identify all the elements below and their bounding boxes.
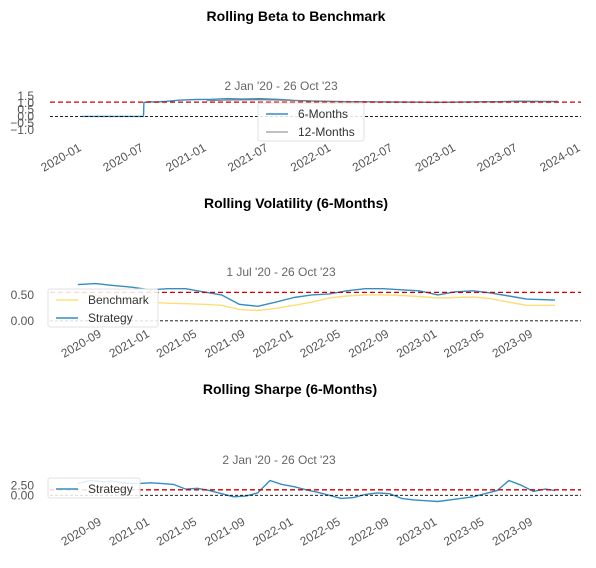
chart-subtitle: 2 Jan '20 - 26 Oct '23 bbox=[222, 453, 336, 467]
x-tick-label: 2022-01 bbox=[288, 140, 333, 174]
series-line-strategy bbox=[77, 479, 556, 503]
x-tick-label: 2022-05 bbox=[298, 514, 343, 548]
legend-label: Strategy bbox=[88, 311, 133, 325]
x-tick-label: 2023-05 bbox=[441, 326, 486, 360]
x-tick-label: 2022-07 bbox=[350, 140, 395, 174]
x-tick-label: 2022-09 bbox=[346, 514, 391, 548]
chart-title: Rolling Sharpe (6-Months) bbox=[203, 381, 377, 397]
chart-legend: 6-Months 12-Months bbox=[257, 102, 365, 142]
rolling-sharpe-chart: Rolling Sharpe (6-Months) 2 Jan '20 - 26… bbox=[11, 381, 581, 549]
chart-subtitle: 2 Jan '20 - 26 Oct '23 bbox=[224, 79, 338, 93]
y-tick-label: 1.5 bbox=[17, 89, 34, 103]
legend-label: 12-Months bbox=[298, 125, 355, 139]
x-tick-label: 2022-09 bbox=[346, 326, 391, 360]
x-tick-label: 2022-01 bbox=[250, 514, 295, 548]
x-tick-label: 2022-01 bbox=[250, 326, 295, 360]
x-tick-label: 2023-01 bbox=[394, 326, 439, 360]
legend-label: Strategy bbox=[88, 482, 133, 496]
chart-title: Rolling Beta to Benchmark bbox=[207, 8, 386, 24]
rolling-volatility-chart: Rolling Volatility (6-Months) 1 Jul '20 … bbox=[11, 195, 581, 361]
x-tick-label: 2020-09 bbox=[59, 514, 104, 548]
x-tick-label: 2021-01 bbox=[107, 326, 152, 360]
y-tick-label: −0.5 bbox=[10, 116, 34, 130]
x-tick-label: 2023-09 bbox=[490, 326, 535, 360]
chart-legend: Strategy bbox=[47, 477, 141, 499]
x-tick-label: 2020-09 bbox=[59, 326, 104, 360]
rolling-beta-chart: Rolling Beta to Benchmark 2 Jan '20 - 26… bbox=[10, 8, 582, 175]
y-tick-label: 1.0 bbox=[17, 96, 34, 110]
y-tick-label: 0.5 bbox=[17, 103, 34, 117]
x-tick-label: 2020-07 bbox=[101, 140, 146, 174]
y-tick-label: 2.50 bbox=[11, 479, 35, 493]
y-tick-label: 0.00 bbox=[11, 488, 35, 502]
legend-label: Benchmark bbox=[88, 293, 150, 307]
x-tick-label: 2020-01 bbox=[38, 140, 83, 174]
legend-label: 6-Months bbox=[298, 107, 348, 121]
x-tick-label: 2021-01 bbox=[107, 514, 152, 548]
chart-legend: Benchmark Strategy bbox=[47, 288, 159, 328]
y-tick-label: −1.0 bbox=[10, 123, 34, 137]
x-tick-label: 2024-01 bbox=[537, 140, 582, 174]
x-tick-label: 2022-05 bbox=[298, 326, 343, 360]
chart-subtitle: 1 Jul '20 - 26 Oct '23 bbox=[226, 265, 336, 279]
y-tick-label: 0.00 bbox=[11, 314, 35, 328]
y-tick-label: 0.0 bbox=[17, 109, 34, 123]
x-tick-label: 2023-01 bbox=[413, 140, 458, 174]
x-tick-label: 2021-05 bbox=[154, 514, 199, 548]
x-tick-label: 2021-09 bbox=[202, 514, 247, 548]
chart-title: Rolling Volatility (6-Months) bbox=[204, 195, 388, 211]
x-tick-label: 2021-09 bbox=[202, 326, 247, 360]
legend-box bbox=[47, 477, 141, 499]
x-tick-label: 2023-01 bbox=[394, 514, 439, 548]
x-tick-label: 2023-09 bbox=[490, 514, 535, 548]
x-tick-label: 2023-07 bbox=[475, 140, 520, 174]
y-tick-label: 0.50 bbox=[11, 288, 35, 302]
x-tick-label: 2023-05 bbox=[441, 514, 486, 548]
x-tick-label: 2021-01 bbox=[163, 140, 208, 174]
x-tick-label: 2021-05 bbox=[154, 326, 199, 360]
x-tick-label: 2021-07 bbox=[225, 140, 270, 174]
